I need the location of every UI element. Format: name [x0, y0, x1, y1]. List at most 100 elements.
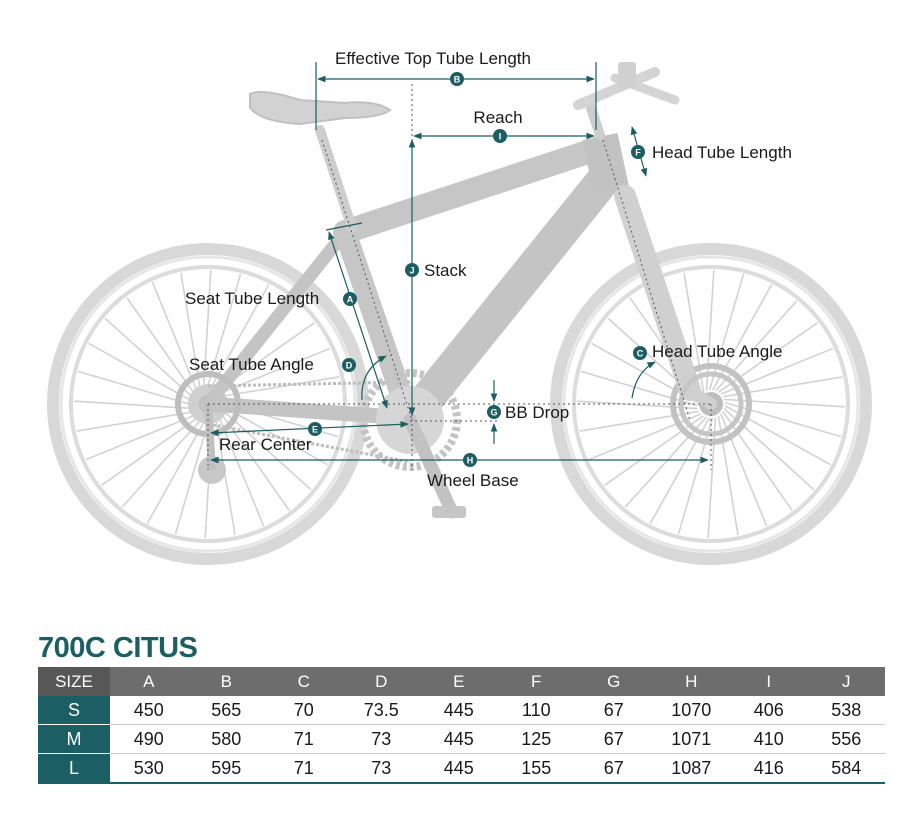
- wheel-spoke: [720, 347, 834, 395]
- wheel-spoke: [219, 376, 340, 398]
- table-cell: 580: [187, 724, 265, 754]
- badge-f: F: [631, 145, 645, 159]
- column-header: I: [730, 667, 808, 696]
- table-cell: 450: [110, 696, 188, 725]
- wheel-spoke: [705, 269, 715, 391]
- wheel-spoke: [576, 400, 698, 410]
- table-cell: 67: [575, 753, 653, 784]
- wheel-spoke: [104, 317, 196, 400]
- saddle: [249, 91, 392, 126]
- geometry-table: SIZE A B C D E F G H I J S 450 565 70 73…: [38, 667, 885, 784]
- wheel-spoke: [146, 417, 208, 524]
- wheel-spoke: [580, 370, 698, 407]
- wheel-spoke: [217, 347, 331, 395]
- size-cell: M: [38, 724, 110, 754]
- column-header: G: [575, 667, 653, 696]
- wheel-spoke: [588, 413, 702, 461]
- wheel-spoke: [88, 342, 195, 404]
- table-cell: 410: [730, 724, 808, 754]
- wheel-spoke: [722, 411, 793, 511]
- table-cell: 73: [342, 753, 420, 784]
- table-row: S 450 565 70 73.5 445 110 67 1070 406 53…: [38, 696, 885, 725]
- table-cell: 1087: [652, 753, 730, 784]
- table-cell: 67: [575, 724, 653, 754]
- label-seat-tube-angle: Seat Tube Angle: [189, 355, 314, 374]
- column-header: E: [420, 667, 498, 696]
- wheel-spoke: [151, 281, 199, 395]
- badge-a: A: [343, 292, 357, 306]
- badge-b: B: [450, 72, 464, 86]
- wheel-spoke: [649, 417, 711, 524]
- crankset: [359, 369, 466, 519]
- table-cell: 530: [110, 753, 188, 784]
- svg-text:F: F: [635, 148, 641, 158]
- label-head-tube-angle: Head Tube Angle: [652, 342, 782, 361]
- wheel-spoke: [724, 404, 831, 466]
- table-cell: 416: [730, 753, 808, 784]
- wheel-spoke: [722, 376, 843, 398]
- chain: [207, 380, 411, 464]
- svg-text:H: H: [467, 456, 474, 466]
- model-title: 700C CITUS: [38, 632, 198, 664]
- badge-c: C: [633, 346, 647, 360]
- badge-j: J: [405, 263, 419, 277]
- column-header: H: [652, 667, 730, 696]
- svg-text:I: I: [499, 132, 502, 142]
- table-cell: 71: [265, 753, 343, 784]
- wheel-spoke: [723, 408, 815, 491]
- front-wheel: [550, 243, 872, 565]
- table-cell: 110: [497, 696, 575, 725]
- column-header: D: [342, 667, 420, 696]
- wheel-spoke: [718, 322, 818, 393]
- wheel-spoke: [101, 415, 201, 486]
- label-seat-tube-length: Seat Tube Length: [185, 289, 319, 308]
- svg-text:G: G: [490, 408, 497, 418]
- table-cell: 584: [807, 753, 885, 784]
- label-rear-center: Rear Center: [219, 435, 312, 454]
- wheel-spoke: [717, 415, 739, 536]
- column-header: B: [187, 667, 265, 696]
- table-row: L 530 595 71 73 445 155 67 1087 416 584: [38, 753, 885, 784]
- svg-text:C: C: [637, 349, 644, 359]
- bike-illustration: [47, 62, 872, 565]
- wheel-spoke: [174, 417, 211, 535]
- badge-g: G: [487, 405, 501, 419]
- wheel-spoke: [205, 273, 242, 391]
- wheel-spoke: [579, 410, 700, 432]
- wheel-spoke: [708, 273, 745, 391]
- wheel-spoke: [126, 297, 197, 397]
- table-cell: 1071: [652, 724, 730, 754]
- wheel-spoke: [77, 370, 195, 407]
- label-wheel-base: Wheel Base: [427, 471, 519, 490]
- label-bb-drop: BB Drop: [505, 403, 569, 422]
- measurement-lines: [207, 62, 712, 470]
- table-row: M 490 580 71 73 445 125 67 1071 410 556: [38, 724, 885, 754]
- column-header: A: [110, 667, 188, 696]
- wheel-spoke: [724, 398, 846, 408]
- table-cell: 445: [420, 696, 498, 725]
- badge-h: H: [463, 453, 477, 467]
- wheel-spoke: [604, 415, 704, 486]
- table-cell: 445: [420, 753, 498, 784]
- table-header-row: SIZE A B C D E F G H I J: [38, 667, 885, 696]
- wheel-spoke: [711, 284, 773, 391]
- table-cell: 565: [187, 696, 265, 725]
- wheel-spoke: [715, 300, 798, 392]
- wheel-spoke: [208, 284, 270, 391]
- table-cell: 406: [730, 696, 808, 725]
- wheel-spoke: [180, 272, 202, 393]
- table-cell: 155: [497, 753, 575, 784]
- label-effective-top-tube: Effective Top Tube Length: [335, 49, 531, 68]
- size-header: SIZE: [38, 667, 110, 696]
- badge-i: I: [493, 129, 507, 143]
- wheel-spoke: [677, 417, 714, 535]
- table-cell: 556: [807, 724, 885, 754]
- table-cell: 445: [420, 724, 498, 754]
- wheel-spoke: [707, 417, 717, 539]
- svg-text:J: J: [409, 266, 414, 276]
- table-cell: 73.5: [342, 696, 420, 725]
- size-cell: L: [38, 753, 110, 784]
- svg-text:B: B: [454, 75, 461, 85]
- wheel-spoke: [683, 272, 705, 393]
- svg-text:E: E: [312, 425, 318, 435]
